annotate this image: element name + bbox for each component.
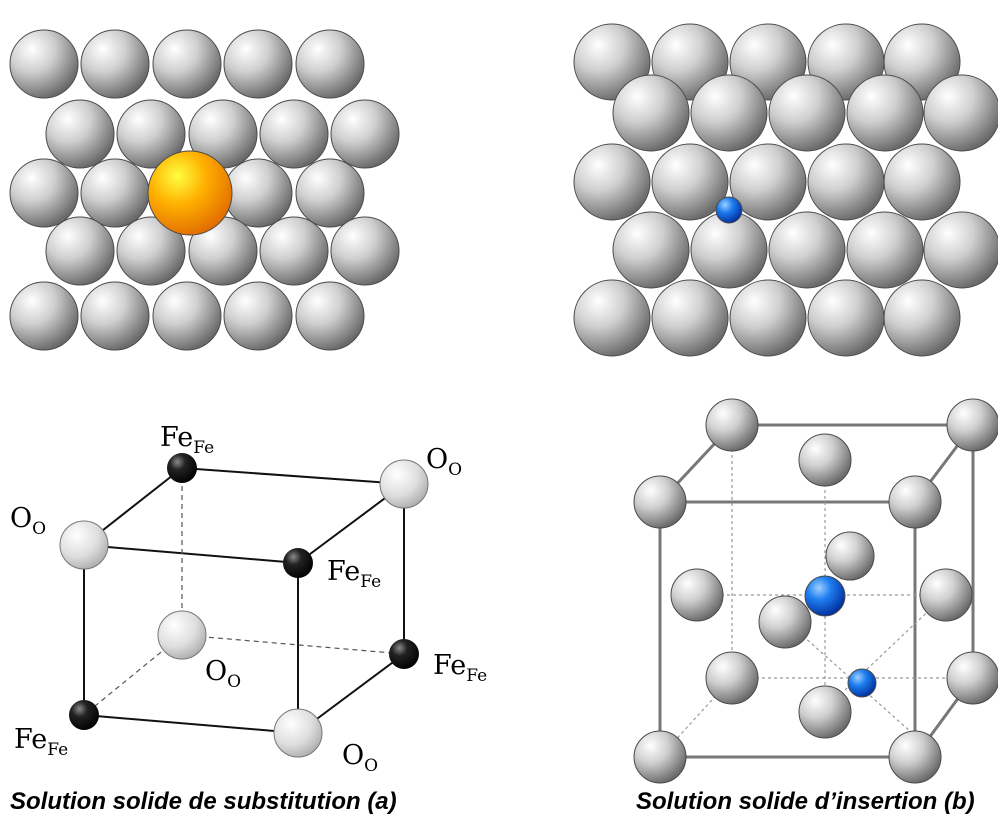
fe-site xyxy=(69,700,99,730)
label-fe-right: FeFe xyxy=(433,650,487,686)
o-site xyxy=(157,610,207,660)
host-atom xyxy=(573,279,651,357)
fe-site xyxy=(283,548,313,578)
host-atom xyxy=(883,279,961,357)
host-atom xyxy=(573,143,651,221)
label-o-center: OO xyxy=(205,656,241,692)
host-atom xyxy=(946,651,998,705)
host-atom xyxy=(9,29,79,99)
fe-site xyxy=(167,453,197,483)
host-atom xyxy=(888,475,942,529)
host-atom xyxy=(80,281,150,351)
caption-insertion: Solution solide d’insertion (b) xyxy=(636,788,975,815)
caption-substitution: Solution solide de substitution (a) xyxy=(10,788,397,815)
insertion-lattice xyxy=(573,23,998,357)
o-site xyxy=(273,708,323,758)
host-atom xyxy=(670,568,724,622)
host-atom xyxy=(633,730,687,784)
host-atom xyxy=(9,158,79,228)
substitutional-atom xyxy=(147,150,233,236)
host-atom xyxy=(651,143,729,221)
host-atom xyxy=(259,216,329,286)
host-atom xyxy=(612,211,690,289)
interstitial-unit-cell xyxy=(633,398,998,784)
fe-site xyxy=(389,639,419,669)
host-atom xyxy=(633,475,687,529)
cell-edges xyxy=(83,467,405,734)
host-atom xyxy=(923,211,998,289)
host-atom xyxy=(729,279,807,357)
host-atom xyxy=(651,279,729,357)
host-atom xyxy=(807,279,885,357)
label-o-bottom: OO xyxy=(342,740,378,776)
interstitial-atom xyxy=(715,196,743,224)
host-atom xyxy=(330,99,400,169)
o-site xyxy=(379,459,429,509)
host-atom xyxy=(152,281,222,351)
host-atom xyxy=(768,211,846,289)
substitution-lattice xyxy=(9,29,400,351)
host-atom xyxy=(80,158,150,228)
host-atom xyxy=(690,74,768,152)
host-atom xyxy=(330,216,400,286)
host-atom xyxy=(768,74,846,152)
host-atom xyxy=(223,158,293,228)
host-atom xyxy=(45,216,115,286)
host-atom xyxy=(807,143,885,221)
host-atom xyxy=(729,143,807,221)
host-atom xyxy=(825,531,875,581)
host-atom xyxy=(846,211,924,289)
host-atom xyxy=(152,29,222,99)
host-atom xyxy=(923,74,998,152)
label-o-top-right: OO xyxy=(426,444,462,480)
host-atom xyxy=(116,99,186,169)
host-atom xyxy=(798,685,852,739)
host-atom xyxy=(295,281,365,351)
host-atom xyxy=(888,730,942,784)
hidden-edges xyxy=(83,468,405,716)
host-atom xyxy=(758,595,812,649)
feo-unit-cell: FeFe OO OO FeFe OO FeFe FeFe OO xyxy=(10,422,487,776)
label-o-left: OO xyxy=(10,503,46,539)
host-atom xyxy=(705,398,759,452)
host-atom xyxy=(223,29,293,99)
host-atom xyxy=(946,398,998,452)
host-atom xyxy=(846,74,924,152)
host-atom xyxy=(883,143,961,221)
label-fe-front: FeFe xyxy=(327,556,381,592)
host-atom xyxy=(295,29,365,99)
host-atom xyxy=(259,99,329,169)
host-atom xyxy=(45,99,115,169)
host-atom xyxy=(9,281,79,351)
host-atom xyxy=(612,74,690,152)
host-atom xyxy=(116,216,186,286)
label-fe-bottom-left: FeFe xyxy=(14,724,68,760)
o-site xyxy=(59,520,109,570)
host-atom xyxy=(919,568,973,622)
host-atom xyxy=(223,281,293,351)
host-atom xyxy=(705,651,759,705)
label-fe-top: FeFe xyxy=(160,422,214,458)
host-atom xyxy=(80,29,150,99)
interstitial-atom xyxy=(847,668,877,698)
host-atom xyxy=(798,433,852,487)
host-atom xyxy=(295,158,365,228)
interstitial-atom xyxy=(804,575,846,617)
